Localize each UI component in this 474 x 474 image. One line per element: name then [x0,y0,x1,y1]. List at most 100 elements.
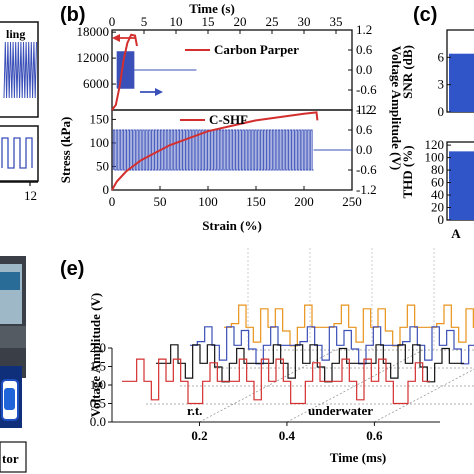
e-y-tick-label: 1.5 [90,359,106,374]
e-x-tick-label: 0.6 [366,428,383,443]
b-bottom-tick-label: 200 [294,194,314,209]
b-left-tick-label: 6000 [83,76,109,91]
b-left-tick-label: 0 [103,182,110,197]
panel-d-photo: tor [0,256,27,473]
b-top-tick-label: 20 [234,14,247,29]
b-left-tick-label: 18000 [77,24,110,39]
b-top-tick-label: 15 [202,14,215,29]
c-tick-label: 0 [438,104,445,119]
b-bottom-axis-ticks: 0 50 100 150 200 250 [109,186,362,209]
b-left-arrow-icon [112,34,135,42]
c-bars [449,53,474,220]
b-bottom-series [111,111,352,191]
c-bottom-ylabel: THD (%) [400,145,415,198]
b-bottom-right-axis: -1.2 -0.6 0.0 0.6 1.2 [348,102,377,197]
c-bar [449,151,474,220]
b-top-tick-label: 10 [170,14,183,29]
e-series-black [156,344,464,383]
b-right-axis-label: Voltage Amplitude (V) [389,46,404,170]
b-right-tick-label: -0.6 [356,82,377,97]
panel-a-tick-label: 12 [24,188,37,203]
e-grid-depth [286,349,424,423]
c-tick-label: 20 [431,200,444,215]
c-tick-label: 120 [425,137,445,152]
monitor-screen-glare [0,272,20,290]
panel-a-frame-top [0,21,39,118]
b-top-tick-label: 30 [298,14,311,29]
b-bottom-tick-label: 250 [342,194,362,209]
c-tick-label: 60 [431,175,444,190]
c-category-label: A [451,226,461,241]
e-grid-depth [374,368,474,423]
b-top-right-axis: -1.2 -0.6 0.0 0.6 1.2 [348,22,377,117]
e-ylabel: Voltage Amplitude (V) [88,293,103,417]
panel-a-text: ling [6,27,25,41]
panel-a-frame-bottom [0,125,39,182]
b-top-axis-label: Time (s) [189,1,235,16]
panel-e: (e) 0.0 0.5 1.0 1.5 2.0 0.2 0.4 0.6 r.t. underw… [60,246,474,465]
b-bottom-legend-label: C-SHF [209,112,248,127]
e-annotation-rt: r.t. [187,403,202,418]
b-top-tick-label: 25 [266,14,279,29]
c-tick-label: 3 [438,77,445,92]
panel-b-label: (b) [60,4,86,26]
b-voltage-series [112,129,352,171]
b-bottom-tick-label: 150 [246,194,266,209]
e-series-blue [190,326,474,365]
b-bottom-left-axis: 0 50 100 150 [90,111,116,197]
c-tick-label: 100 [425,150,445,165]
panel-a: ling 12 [0,21,39,203]
panel-e-label: (e) [60,258,84,280]
b-bottom-tick-label: 0 [109,194,116,209]
e-y-tick-label: 2.0 [90,340,106,355]
b-right-tick-label: 0.0 [356,62,372,77]
b-right-arrow-icon [140,88,163,96]
b-left-tick-label: 150 [90,111,110,126]
b-left-axis-label: Stress (kPa) [58,117,73,184]
e-axes-ticks: 0.0 0.5 1.0 1.5 2.0 0.2 0.4 0.6 [90,340,383,443]
e-series-red [122,358,430,405]
b-left-tick-label: 50 [96,158,109,173]
panel-c-label: (c) [413,4,437,26]
b-bottom-tick-label: 50 [154,194,167,209]
b-right-tick-label: 0.0 [356,142,372,157]
b-right-tick-label: -0.6 [356,162,377,177]
e-series [122,304,474,405]
b-top-tick-label: 35 [330,14,343,29]
panel-a-oscillation [3,41,37,99]
c-tick-label: 0 [438,212,445,227]
e-series-orange [224,304,474,347]
monitor-caption: tor [2,451,19,466]
b-left-tick-label: 100 [90,135,110,150]
b-right-tick-label: -1.2 [356,102,377,117]
e-x-tick-label: 0.2 [191,428,207,443]
b-top-tick-label: 5 [141,14,148,29]
panel-a-square-wave [1,137,33,169]
e-xlabel: Time (ms) [330,450,386,465]
panel-b: (b) Time (s) 0 5 10 15 20 25 30 35 6000 12000 180… [58,1,404,233]
b-top-series [111,33,197,111]
c-bar [449,53,474,112]
b-bottom-axis-label: Strain (%) [202,218,262,233]
b-right-tick-label: 0.6 [356,42,373,57]
b-bottom-tick-label: 100 [198,194,218,209]
b-right-tick-label: 1.2 [356,102,372,117]
device-display [4,388,15,410]
e-y-tick-label: 1.0 [90,377,106,392]
b-top-tick-label: 0 [109,14,116,29]
b-stress-series [111,33,138,111]
e-annotation-underwater: underwater [308,403,373,418]
panel-a-wave [3,41,37,99]
c-top-ylabel: SNR (dB) [400,45,415,99]
c-tick-label: 80 [431,162,444,177]
monitor-caption-box [0,441,27,473]
b-voltage-series [116,51,197,89]
c-tick-label: 40 [431,187,444,202]
b-left-tick-label: 12000 [77,50,110,65]
e-y-tick-label: 0.0 [90,414,106,429]
b-right-tick-label: 1.2 [356,22,372,37]
c-tick-label: 6 [438,49,445,64]
